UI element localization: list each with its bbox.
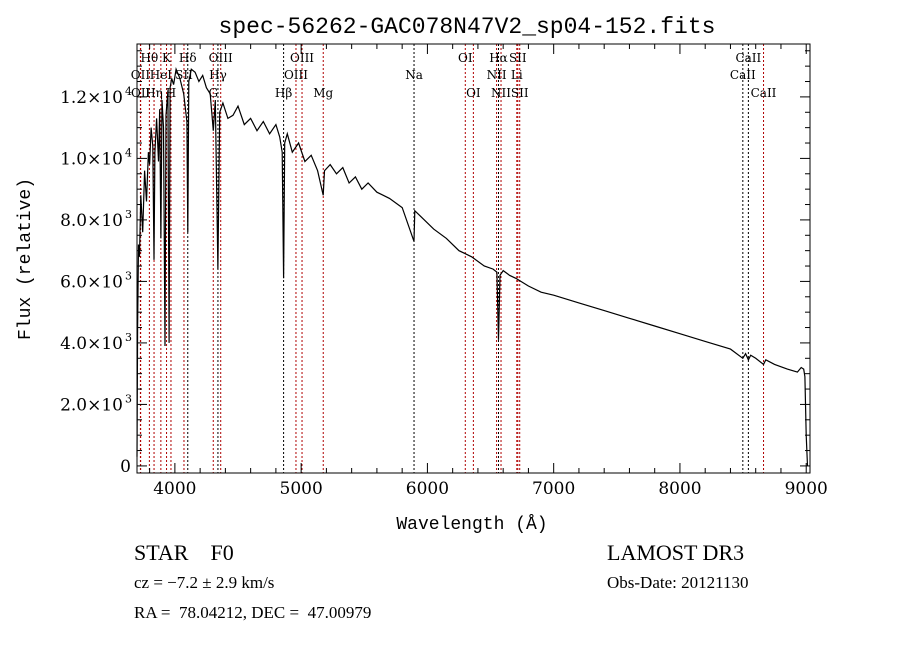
line-label-7: SII (509, 51, 527, 65)
y-tick-label: 4.0×10 (60, 334, 123, 354)
y-tick-label: 0 (120, 457, 131, 477)
line-label-25: NII (491, 86, 511, 100)
spectrum-line (136, 67, 809, 466)
line-label-14: Na (405, 68, 423, 82)
line-label-26: SII (511, 86, 529, 100)
y-axis-label: Flux (relative) (16, 178, 36, 340)
x-axis-label: Wavelength (Å) (396, 514, 547, 535)
line-label-27: CaII (751, 86, 777, 100)
y-tick-exponent: 4 (125, 146, 132, 159)
line-label-16: Li (511, 68, 523, 82)
y-tick-exponent: 3 (125, 392, 132, 405)
line-label-9: OII (131, 68, 151, 82)
chart-title: spec-56262-GAC078N47V2_sp04-152.fits (219, 14, 716, 40)
line-label-3: OIII (209, 51, 233, 65)
coordinates-text: RA = 78.04212, DEC = 47.00979 (134, 603, 372, 622)
line-label-17: CaII (730, 68, 756, 82)
x-tick-label: 8000 (658, 479, 701, 499)
line-label-21: G (208, 86, 218, 100)
y-tick-exponent: 4 (125, 85, 132, 98)
line-label-1: K (162, 51, 172, 65)
line-label-10: HeI (150, 68, 173, 82)
x-tick-label: 5000 (280, 479, 323, 499)
line-label-20: H (166, 86, 176, 100)
y-tick-label: 6.0×10 (60, 272, 123, 292)
line-label-5: OI (458, 51, 473, 65)
line-label-22: Hβ (275, 86, 292, 100)
line-label-2: Hδ (179, 51, 197, 65)
line-label-0: Hθ (141, 51, 159, 65)
y-tick-exponent: 3 (125, 269, 132, 282)
y-tick-label: 1.2×10 (60, 88, 123, 108)
x-tick-label: 4000 (153, 479, 196, 499)
y-tick-exponent: 3 (125, 331, 132, 344)
line-label-15: NII (487, 68, 507, 82)
line-label-11: SII (175, 68, 193, 82)
line-label-18: OII (131, 86, 151, 100)
line-label-6: Hα (489, 51, 508, 65)
y-tick-label: 2.0×10 (60, 395, 123, 415)
object-class: STAR F0 (134, 540, 234, 566)
x-tick-label: 7000 (532, 479, 575, 499)
line-label-23: Mg (313, 86, 333, 100)
line-label-8: CaII (735, 51, 761, 65)
line-label-13: OIII (284, 68, 308, 82)
observation-date: Obs-Date: 20121130 (607, 573, 749, 592)
y-tick-exponent: 3 (125, 208, 132, 221)
survey-name: LAMOST DR3 (607, 540, 745, 565)
redshift-text: cz = −7.2 ± 2.9 km/s (134, 573, 275, 592)
line-label-12: Hγ (209, 68, 227, 82)
line-label-24: OI (466, 86, 481, 100)
x-tick-label: 9000 (785, 479, 828, 499)
line-label-19: Hη (145, 86, 163, 100)
object-type: STAR (134, 540, 189, 565)
plot-frame (136, 43, 811, 474)
spectral-subclass: F0 (210, 540, 234, 565)
y-tick-label: 8.0×10 (60, 211, 123, 231)
y-tick-label: 1.0×10 (60, 149, 123, 169)
x-tick-label: 6000 (406, 479, 449, 499)
line-label-4: OIII (290, 51, 314, 65)
